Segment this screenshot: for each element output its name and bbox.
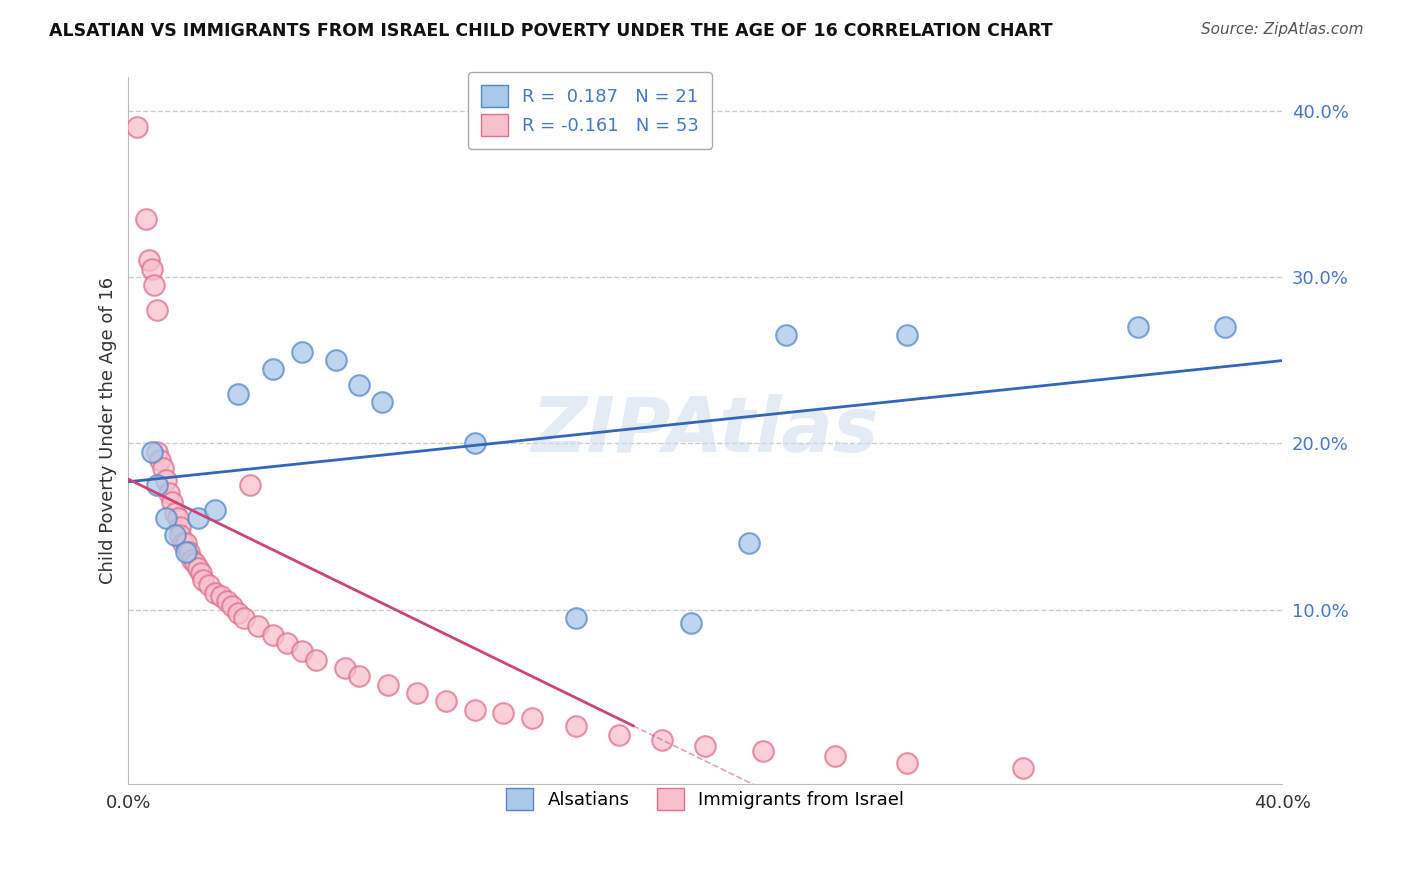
Text: Source: ZipAtlas.com: Source: ZipAtlas.com — [1201, 22, 1364, 37]
Point — [290, 345, 312, 359]
Point — [169, 528, 191, 542]
Point — [464, 436, 486, 450]
Point — [262, 628, 284, 642]
Point — [221, 599, 243, 614]
Point — [141, 444, 163, 458]
Point — [325, 353, 347, 368]
Point — [152, 461, 174, 475]
Point — [347, 669, 370, 683]
Point — [169, 519, 191, 533]
Point — [232, 611, 254, 625]
Point — [695, 739, 717, 754]
Point — [406, 686, 429, 700]
Point — [305, 653, 328, 667]
Point — [1213, 320, 1236, 334]
Point — [1126, 320, 1149, 334]
Point — [679, 616, 702, 631]
Point — [181, 553, 204, 567]
Point — [209, 590, 232, 604]
Point — [163, 528, 186, 542]
Point — [371, 394, 394, 409]
Point — [143, 278, 166, 293]
Point — [187, 511, 209, 525]
Point — [464, 702, 486, 716]
Point — [896, 328, 918, 343]
Text: ZIPAtlas: ZIPAtlas — [531, 394, 879, 468]
Point — [135, 211, 157, 226]
Point — [163, 506, 186, 520]
Point — [204, 586, 226, 600]
Point — [193, 573, 215, 587]
Point — [172, 536, 194, 550]
Text: ALSATIAN VS IMMIGRANTS FROM ISRAEL CHILD POVERTY UNDER THE AGE OF 16 CORRELATION: ALSATIAN VS IMMIGRANTS FROM ISRAEL CHILD… — [49, 22, 1053, 40]
Point — [127, 120, 149, 135]
Point — [239, 478, 262, 492]
Point — [247, 619, 270, 633]
Point — [226, 606, 249, 620]
Point — [141, 261, 163, 276]
Point — [775, 328, 797, 343]
Point — [155, 511, 177, 525]
Point — [651, 732, 673, 747]
Point — [276, 636, 298, 650]
Point — [215, 594, 238, 608]
Point — [896, 756, 918, 770]
Point — [492, 706, 515, 720]
Point — [564, 611, 586, 625]
Point — [177, 544, 200, 558]
Point — [155, 473, 177, 487]
Point — [522, 711, 544, 725]
Point — [174, 544, 197, 558]
Point — [146, 478, 169, 492]
Point — [333, 661, 356, 675]
Point — [160, 494, 183, 508]
Point — [157, 486, 180, 500]
Point — [146, 303, 169, 318]
Point — [184, 556, 207, 570]
Point — [166, 511, 188, 525]
Point — [752, 744, 775, 758]
Point — [1011, 761, 1033, 775]
Y-axis label: Child Poverty Under the Age of 16: Child Poverty Under the Age of 16 — [100, 277, 117, 584]
Point — [564, 719, 586, 733]
Point — [187, 561, 209, 575]
Point — [377, 678, 399, 692]
Point — [737, 536, 759, 550]
Point — [146, 444, 169, 458]
Legend: Alsatians, Immigrants from Israel: Alsatians, Immigrants from Israel — [492, 774, 920, 825]
Point — [174, 536, 197, 550]
Point — [204, 503, 226, 517]
Point — [607, 727, 630, 741]
Point — [290, 644, 312, 658]
Point — [434, 694, 457, 708]
Point — [190, 566, 212, 581]
Point — [262, 361, 284, 376]
Point — [198, 578, 221, 592]
Point — [138, 253, 160, 268]
Point — [226, 386, 249, 401]
Point — [347, 378, 370, 392]
Point — [824, 749, 846, 764]
Point — [149, 453, 172, 467]
